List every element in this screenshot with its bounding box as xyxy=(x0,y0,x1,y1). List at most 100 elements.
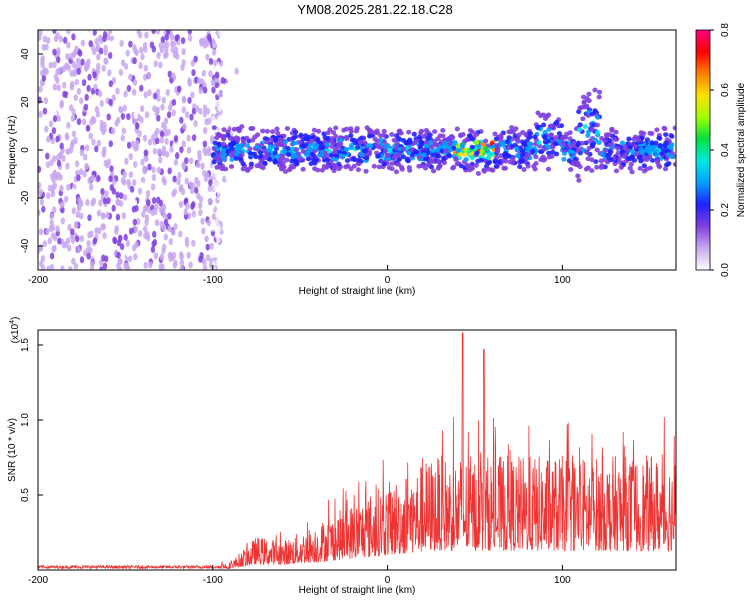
noise-cell xyxy=(224,247,229,254)
signal-cell xyxy=(324,142,330,148)
signal-cell xyxy=(221,127,227,132)
signal-cell xyxy=(221,156,227,162)
signal-cell xyxy=(362,148,368,154)
noise-cell xyxy=(189,113,194,121)
noise-cell xyxy=(120,59,126,67)
signal-cell xyxy=(627,144,633,150)
noise-cell xyxy=(187,34,193,42)
signal-cell xyxy=(293,129,299,135)
signal-cell xyxy=(525,163,531,169)
noise-cell xyxy=(191,69,196,77)
noise-cell xyxy=(96,174,101,182)
noise-cell xyxy=(110,40,116,48)
noise-cell xyxy=(181,59,186,67)
signal-cell xyxy=(416,134,423,140)
signal-cell xyxy=(516,132,522,138)
signal-cell xyxy=(375,153,381,159)
noise-cell xyxy=(155,30,161,35)
signal-cell xyxy=(619,140,626,146)
noise-cell xyxy=(45,36,51,44)
noise-cell xyxy=(60,265,65,270)
noise-cell xyxy=(133,253,138,261)
signal-cell xyxy=(574,148,581,153)
signal-cell xyxy=(225,132,231,138)
signal-cell xyxy=(458,163,464,169)
noise-cell xyxy=(143,91,148,99)
signal-cell xyxy=(257,154,264,160)
noise-cell xyxy=(79,200,84,208)
signal-cell xyxy=(550,144,556,150)
noise-cell xyxy=(196,161,201,169)
signal-cell xyxy=(248,161,254,167)
noise-cell xyxy=(76,246,81,253)
noise-cell xyxy=(71,207,77,215)
noise-cell xyxy=(208,179,213,187)
noise-cell xyxy=(125,49,130,57)
signal-cell xyxy=(669,134,675,139)
noise-cell xyxy=(88,40,93,48)
signal-cell xyxy=(229,146,235,151)
signal-cell xyxy=(248,126,254,131)
signal-cell xyxy=(216,132,222,138)
noise-cell xyxy=(61,81,67,89)
noise-cell xyxy=(98,199,103,207)
noise-cell xyxy=(153,60,158,68)
noise-cell xyxy=(96,139,102,147)
signal-cell xyxy=(592,87,598,93)
y-tick-label: 1.0 xyxy=(20,413,31,427)
signal-cell xyxy=(577,127,583,133)
noise-cell xyxy=(55,225,60,233)
signal-cell xyxy=(590,143,596,149)
noise-cell xyxy=(151,30,156,35)
noise-cell xyxy=(118,266,123,270)
signal-cell xyxy=(643,148,649,153)
signal-cell xyxy=(593,159,599,165)
signal-cell xyxy=(556,131,563,136)
noise-cell xyxy=(191,134,197,142)
signal-cell xyxy=(337,149,343,155)
signal-cell xyxy=(532,166,538,172)
noise-cell xyxy=(99,100,105,107)
noise-cell xyxy=(203,175,209,183)
noise-cell xyxy=(211,164,216,171)
signal-cell xyxy=(213,155,220,161)
signal-cell xyxy=(330,130,337,135)
signal-cell xyxy=(325,130,331,136)
noise-cell xyxy=(52,182,57,190)
signal-cell xyxy=(296,151,302,157)
signal-cell xyxy=(366,151,373,157)
noise-cell xyxy=(62,36,68,44)
noise-cell xyxy=(79,256,85,264)
signal-cell xyxy=(498,134,504,140)
signal-cell xyxy=(249,137,256,143)
signal-cell xyxy=(514,137,520,143)
noise-cell xyxy=(220,192,225,199)
noise-cell xyxy=(65,142,70,150)
noise-cell xyxy=(80,58,85,66)
signal-cell xyxy=(541,146,548,152)
noise-cell xyxy=(165,30,171,35)
noise-cell xyxy=(49,212,54,220)
noise-cell xyxy=(161,211,167,219)
noise-cell xyxy=(179,259,185,267)
signal-cell xyxy=(309,138,315,144)
signal-cell xyxy=(533,154,539,160)
signal-cell xyxy=(506,129,512,135)
noise-cell xyxy=(141,210,146,218)
noise-cell xyxy=(49,173,55,180)
signal-cell xyxy=(575,142,581,148)
signal-cell xyxy=(284,157,290,163)
noise-cell xyxy=(143,261,148,269)
signal-cell xyxy=(596,140,602,146)
noise-cell xyxy=(228,59,232,66)
signal-cell xyxy=(473,163,479,168)
signal-cell xyxy=(326,148,332,154)
noise-cell xyxy=(179,146,184,154)
noise-cell xyxy=(128,73,133,81)
noise-cell xyxy=(227,176,232,183)
noise-cell xyxy=(128,171,134,179)
signal-cell xyxy=(318,152,324,158)
noise-cell xyxy=(55,135,60,143)
noise-cell xyxy=(231,45,236,52)
signal-cell xyxy=(367,128,374,134)
